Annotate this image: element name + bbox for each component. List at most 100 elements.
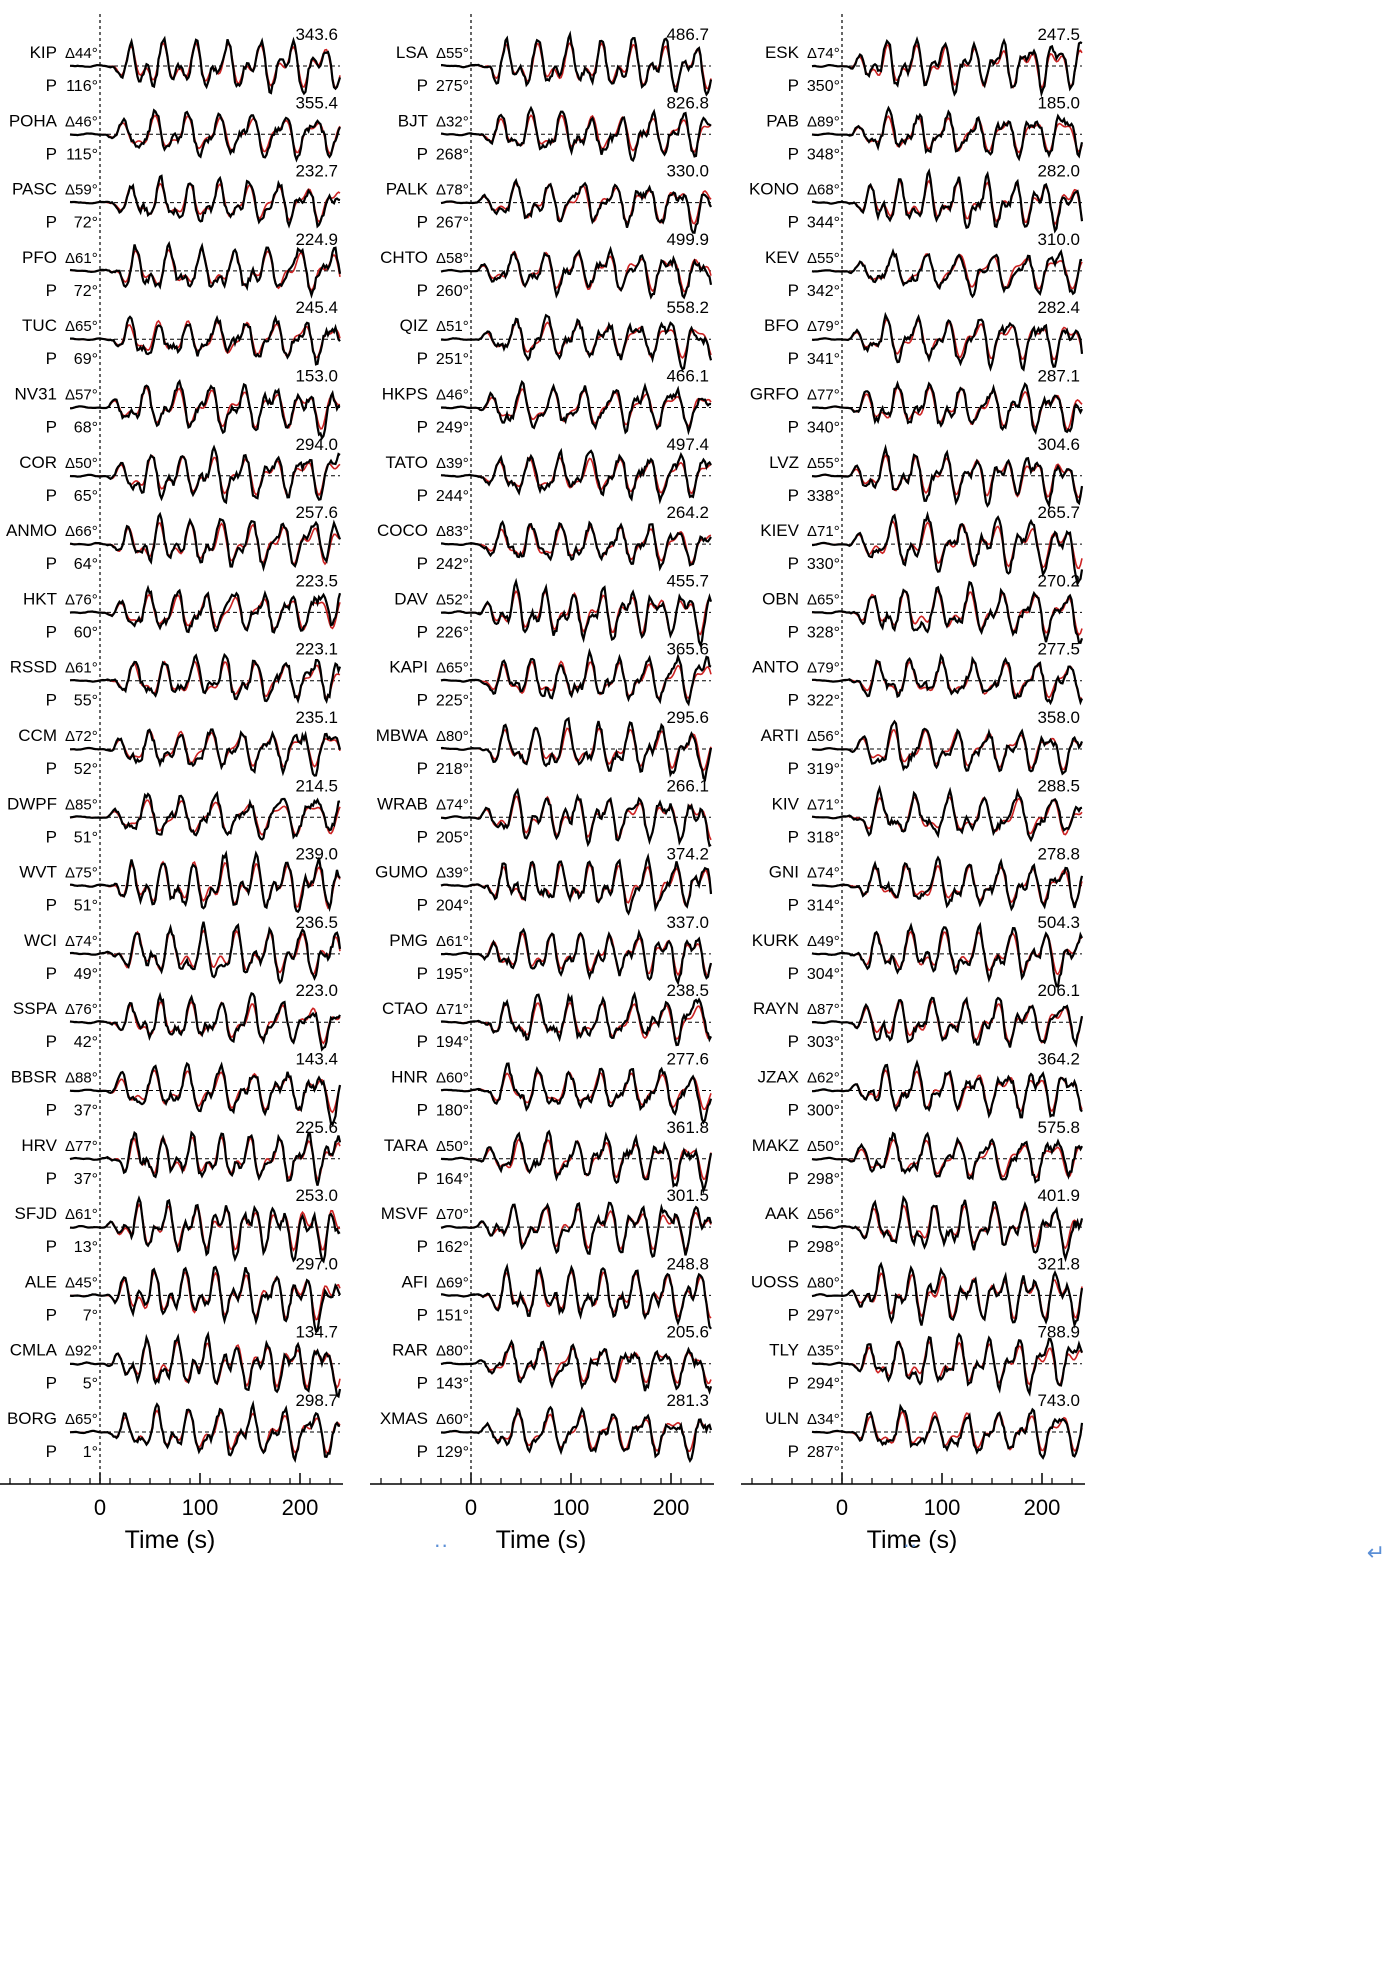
distance-label: Δ89° xyxy=(807,113,840,130)
azimuth-label: 268° xyxy=(436,146,469,163)
amplitude-label: 235.1 xyxy=(295,708,338,727)
trace-pab: PAB Δ89° P 348° 185.0 xyxy=(766,93,1084,163)
station-label: CMLA xyxy=(10,1341,58,1360)
azimuth-label: 287° xyxy=(807,1444,840,1461)
trace-xmas: XMAS Δ60° P 129° 281.3 xyxy=(380,1391,713,1463)
phase-label: P xyxy=(46,281,57,300)
amplitude-label: 223.5 xyxy=(295,571,338,590)
trace-rar: RAR Δ80° P 143° 205.6 xyxy=(392,1323,713,1395)
distance-label: Δ45° xyxy=(65,1274,98,1291)
phase-label: P xyxy=(417,964,428,983)
azimuth-label: 69° xyxy=(74,351,98,368)
station-label: BBSR xyxy=(11,1068,57,1087)
observed-waveform xyxy=(440,177,712,234)
phase-label: P xyxy=(417,1305,428,1324)
phase-label: P xyxy=(46,1305,57,1324)
amplitude-label: 270.2 xyxy=(1037,571,1080,590)
amplitude-label: 499.9 xyxy=(666,230,709,249)
trace-mbwa: MBWA Δ80° P 218° 295.6 xyxy=(376,708,713,782)
distance-label: Δ71° xyxy=(807,796,840,813)
trace-tuc: TUC Δ65° P 69° 245.4 xyxy=(22,298,341,368)
distance-label: Δ32° xyxy=(436,113,469,130)
station-label: UOSS xyxy=(751,1272,799,1291)
tick-label: 0 xyxy=(94,1495,106,1520)
distance-label: Δ61° xyxy=(65,660,98,677)
phase-label: P xyxy=(788,144,799,163)
trace-hkt: HKT Δ76° P 60° 223.5 xyxy=(23,571,342,641)
trace-tly: TLY Δ35° P 294° 788.9 xyxy=(769,1323,1084,1397)
distance-label: Δ46° xyxy=(65,113,98,130)
trace-arti: ARTI Δ56° P 319° 358.0 xyxy=(761,708,1084,778)
station-label: ARTI xyxy=(761,726,799,745)
distance-label: Δ46° xyxy=(436,387,469,404)
distance-label: Δ92° xyxy=(65,1343,98,1360)
station-label: AFI xyxy=(402,1272,428,1291)
trace-poha: POHA Δ46° P 115° 355.4 xyxy=(9,93,342,163)
station-label: POHA xyxy=(9,111,58,130)
station-label: HKPS xyxy=(382,385,428,404)
azimuth-label: 314° xyxy=(807,898,840,915)
station-label: XMAS xyxy=(380,1409,428,1428)
trace-cor: COR Δ50° P 65° 294.0 xyxy=(19,435,341,505)
azimuth-label: 338° xyxy=(807,488,840,505)
observed-waveform xyxy=(441,520,712,572)
station-label: PMG xyxy=(389,931,428,950)
station-label: LSA xyxy=(396,43,429,62)
observed-waveform xyxy=(440,647,712,707)
observed-waveform xyxy=(811,580,1084,644)
observed-waveform xyxy=(812,510,1084,587)
amplitude-label: 247.5 xyxy=(1037,25,1080,44)
observed-waveform xyxy=(811,380,1083,436)
azimuth-label: 51° xyxy=(74,898,98,915)
observed-waveform xyxy=(69,921,342,985)
observed-waveform xyxy=(69,108,342,163)
station-label: DWPF xyxy=(7,794,57,813)
station-label: PASC xyxy=(12,180,57,199)
distance-label: Δ83° xyxy=(436,523,469,540)
trace-chto: CHTO Δ58° P 260° 499.9 xyxy=(380,230,713,300)
azimuth-label: 328° xyxy=(807,624,840,641)
amplitude-label: 788.9 xyxy=(1037,1323,1080,1342)
azimuth-label: 162° xyxy=(436,1239,469,1256)
observed-waveform xyxy=(69,1061,342,1127)
observed-waveform xyxy=(812,1059,1083,1119)
distance-label: Δ74° xyxy=(65,933,98,950)
trace-anmo: ANMO Δ66° P 64° 257.6 xyxy=(6,503,342,573)
tick-label: 100 xyxy=(182,1495,219,1520)
trace-anto: ANTO Δ79° P 322° 277.5 xyxy=(752,640,1084,710)
trace-kurk: KURK Δ49° P 304° 504.3 xyxy=(752,913,1083,988)
trace-lsa: LSA Δ55° P 275° 486.7 xyxy=(396,25,713,97)
station-label: SFJD xyxy=(15,1204,58,1223)
distance-label: Δ79° xyxy=(807,660,840,677)
phase-label: P xyxy=(788,827,799,846)
station-label: KIV xyxy=(772,794,800,813)
trace-gumo: GUMO Δ39° P 204° 374.2 xyxy=(375,845,713,916)
synthetic-waveform xyxy=(440,660,712,700)
station-label: KAPI xyxy=(389,658,428,677)
axis-title: Time (s) xyxy=(125,1526,216,1554)
amplitude-label: 236.5 xyxy=(295,913,338,932)
trace-pmg: PMG Δ61° P 195° 337.0 xyxy=(389,913,713,986)
azimuth-label: 68° xyxy=(74,420,98,437)
observed-waveform xyxy=(811,1261,1084,1329)
phase-label: P xyxy=(417,76,428,95)
trace-uoss: UOSS Δ80° P 297° 321.8 xyxy=(751,1254,1084,1329)
station-label: SSPA xyxy=(13,999,58,1018)
distance-label: Δ76° xyxy=(65,591,98,608)
phase-label: P xyxy=(46,827,57,846)
observed-waveform xyxy=(811,653,1084,706)
phase-label: P xyxy=(417,486,428,505)
trace-ctao: CTAO Δ71° P 194° 238.5 xyxy=(382,981,712,1051)
amplitude-label: 257.6 xyxy=(295,503,338,522)
trace-kiev: KIEV Δ71° P 330° 265.7 xyxy=(760,503,1084,587)
amplitude-label: 223.1 xyxy=(295,640,338,659)
distance-label: Δ80° xyxy=(436,1343,469,1360)
phase-label: P xyxy=(417,1101,428,1120)
station-label: BORG xyxy=(7,1409,57,1428)
trace-makz: MAKZ Δ50° P 298° 575.8 xyxy=(752,1118,1083,1188)
phase-label: P xyxy=(788,1237,799,1256)
amplitude-label: 330.0 xyxy=(666,162,709,181)
station-label: BJT xyxy=(398,111,428,130)
synthetic-waveform xyxy=(440,862,712,907)
observed-waveform xyxy=(69,584,342,634)
